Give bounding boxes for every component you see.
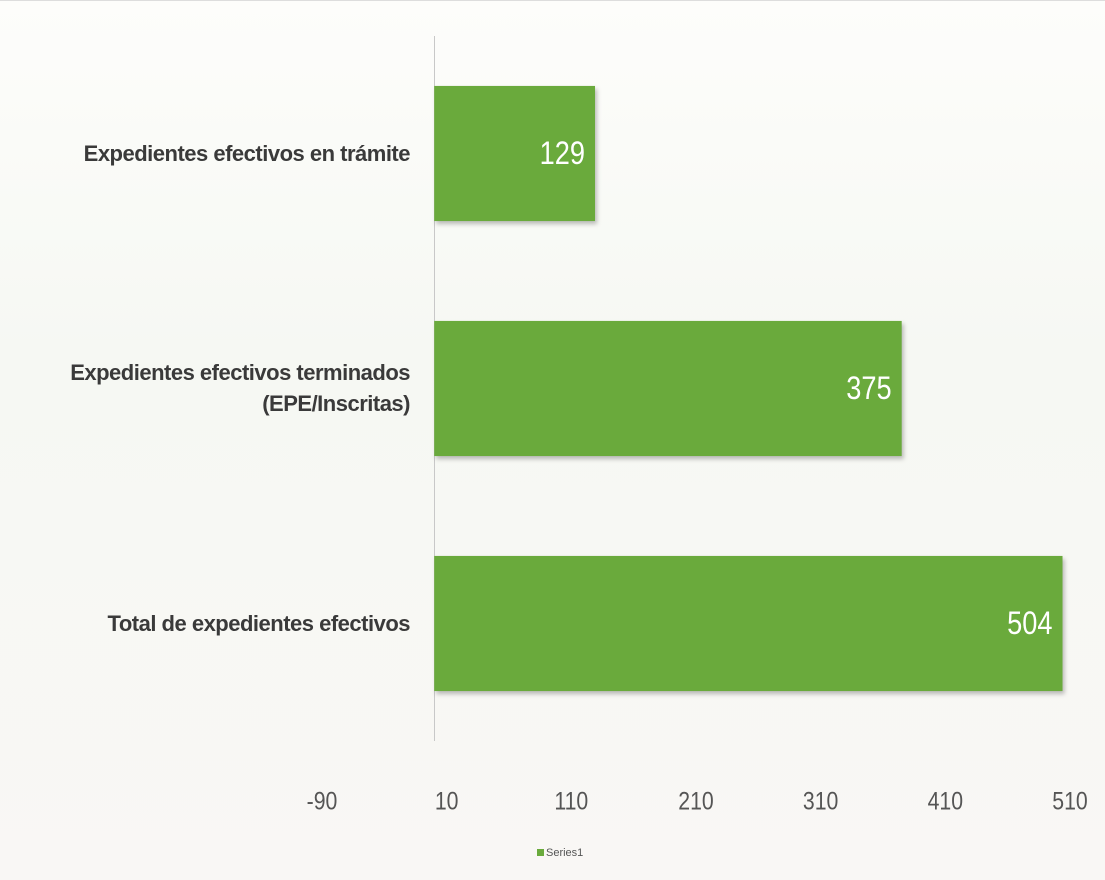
x-tick-label: -90 xyxy=(307,787,338,815)
category-label: Total de expedientes efectivos xyxy=(10,608,410,640)
bar xyxy=(434,321,902,456)
data-label: 375 xyxy=(846,371,891,407)
data-label: 129 xyxy=(540,136,585,172)
x-tick-label: 110 xyxy=(554,787,588,815)
plot: -90 10 110 210 310 410 510 129 375 504 Series1 xyxy=(0,1,1105,880)
bar xyxy=(434,556,1062,691)
x-tick-label: 210 xyxy=(678,787,713,815)
category-label: Expedientes efectivos terminados (EPE/In… xyxy=(10,357,410,421)
x-tick-label: 10 xyxy=(435,787,459,815)
category-label: Expedientes efectivos en trámite xyxy=(10,138,410,170)
legend-label: Series1 xyxy=(546,847,583,859)
x-tick-label: 310 xyxy=(803,787,838,815)
chart: -90 10 110 210 310 410 510 129 375 504 Series1 Exp… xyxy=(0,0,1105,880)
x-tick-label: 410 xyxy=(928,787,963,815)
legend-swatch xyxy=(537,849,544,856)
data-label: 504 xyxy=(1007,606,1052,642)
x-tick-label: 510 xyxy=(1052,787,1087,815)
